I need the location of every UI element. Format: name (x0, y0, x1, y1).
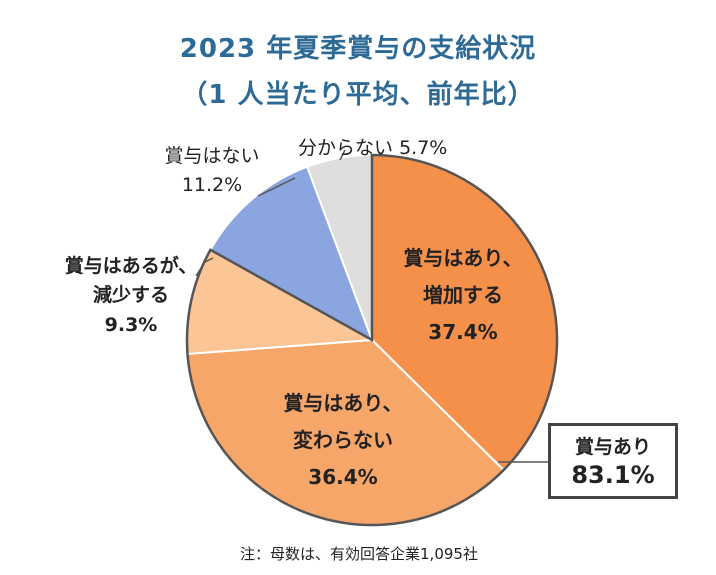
footnote: 注：母数は、有効回答企業1,095社 (240, 545, 478, 563)
slice-label-unknown-pct: 5.7% (399, 137, 448, 159)
slice-label-none: 賞与はない 11.2% (152, 142, 272, 201)
slice-label-increase-line2: 増加する (423, 283, 503, 307)
slice-label-unknown-line1: 分からない (298, 137, 394, 159)
leader-line-none (257, 177, 296, 197)
pie-slice-none (209, 165, 374, 343)
callout-box: 賞与あり 83.1% (548, 423, 678, 499)
slice-label-unchanged: 賞与はあり、 変わらない 36.4% (258, 385, 428, 496)
slice-label-none-line1: 賞与はない (164, 145, 260, 167)
chart-title: 2023 年夏季賞与の支給状況 (179, 34, 537, 64)
bonus-yes-outline (185, 153, 559, 527)
callout-value: 83.1% (571, 461, 655, 489)
callout-label: 賞与あり (574, 436, 651, 458)
slice-label-decrease-line1: 賞与はあるが、 (64, 255, 198, 277)
slice-label-decrease-pct: 9.3% (104, 313, 158, 336)
leader-line-unknown (339, 149, 346, 161)
slice-label-increase-pct: 37.4% (428, 320, 498, 344)
chart-subtitle: （1 人当たり平均、前年比） (181, 80, 535, 110)
slice-label-unchanged-line2: 変わらない (293, 428, 393, 452)
slice-label-unknown: 分からない 5.7% (298, 134, 447, 163)
slice-label-increase-line1: 賞与はあり、 (403, 246, 523, 270)
slice-label-unchanged-line1: 賞与はあり、 (283, 391, 403, 415)
slice-label-decrease-line2: 減少する (92, 284, 169, 307)
slice-label-none-pct: 11.2% (181, 174, 243, 197)
leader-line-decrease (195, 257, 214, 277)
slice-label-unchanged-pct: 36.4% (308, 465, 378, 489)
slice-label-decrease: 賞与はあるが、 減少する 9.3% (56, 252, 206, 340)
slice-label-increase: 賞与はあり、 増加する 37.4% (378, 240, 548, 351)
